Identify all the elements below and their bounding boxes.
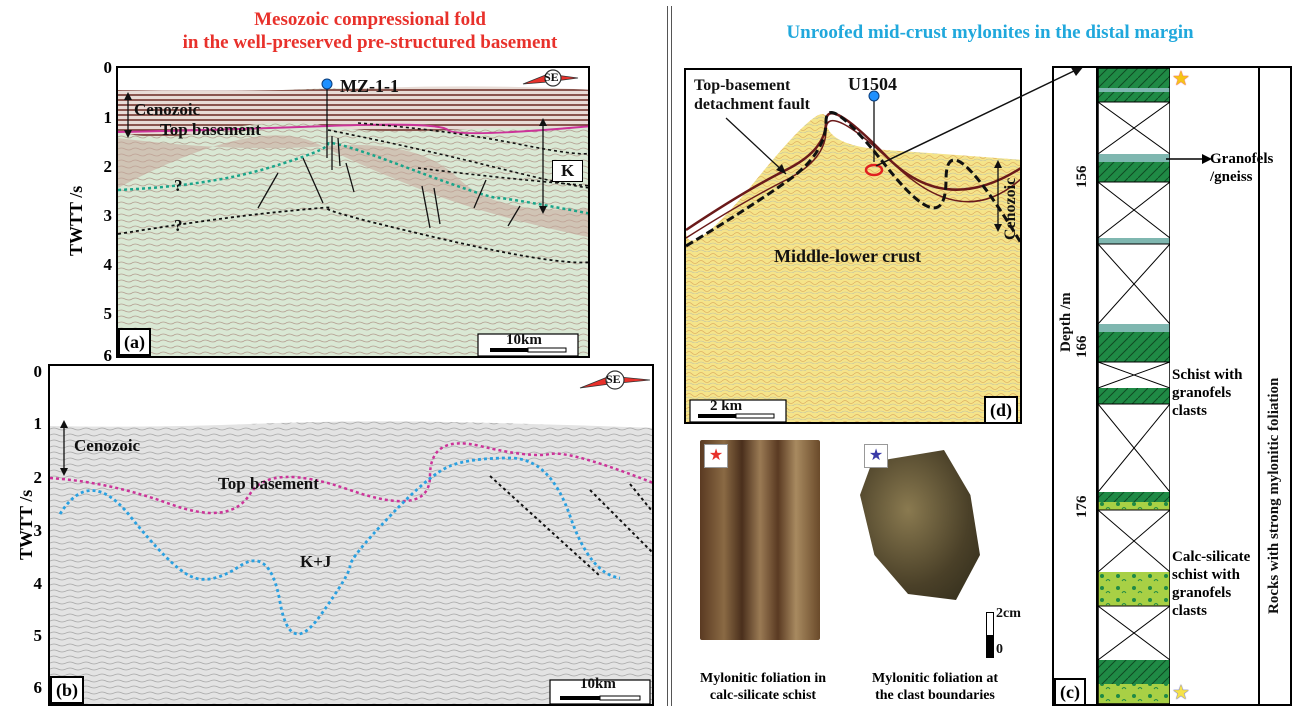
panel-a-tag: (a) — [118, 328, 151, 356]
panel-a-question-2: ? — [174, 216, 183, 235]
panel-b-tag: (b) — [50, 676, 84, 704]
panel-d-tag: (d) — [984, 396, 1018, 424]
panel-c-note3-line3: granofels — [1172, 585, 1232, 601]
panel-b-top-basement-label: Top basement — [218, 474, 319, 493]
panel-a-section — [118, 68, 588, 356]
panel-divider — [667, 6, 672, 706]
panel-a-ytick: 6 — [103, 346, 113, 365]
panel-d-detachment-line1: Top-basement — [694, 77, 791, 94]
panel-c-top-star-icon: ★ — [1172, 68, 1190, 90]
panel-a-scale-label: 10km — [506, 332, 542, 348]
panel-c-note2-line3: clasts — [1172, 403, 1207, 419]
panel-c-note-calc-silicate: Calc-silicate schist with granofels clas… — [1172, 548, 1250, 620]
panel-a-compass-label: SE — [544, 70, 559, 84]
panel-c-ylabel: Depth /m — [1058, 292, 1074, 352]
panel-c-depth-tick: 166 — [1074, 335, 1090, 359]
photo-scale-bar — [986, 612, 994, 658]
panel-c-note3-line2: schist with — [1172, 567, 1240, 583]
panel-c-side-label: Rocks with strong mylonitic foliation — [1266, 377, 1282, 614]
panel-c-note2-line1: Schist with — [1172, 367, 1243, 383]
photo-left-caption: Mylonitic foliation in calc-silicate sch… — [688, 670, 838, 704]
panel-c-depth-tick: 156 — [1074, 165, 1090, 189]
photo-left-caption-line2: calc-silicate schist — [709, 688, 817, 703]
panel-c-depth-tick: 176 — [1074, 495, 1090, 519]
panel-d-cenozoic-label: Cenozoic — [1002, 177, 1019, 240]
panel-a-top-basement-line — [118, 123, 588, 135]
panel-a-lower-horizon — [118, 206, 588, 264]
panel-b-ytick: 6 — [33, 678, 43, 697]
panel-b-seismic: Cenozoic Top basement K+J SE 10km — [48, 364, 654, 706]
panel-d-detachment-line2: detachment fault — [694, 96, 810, 113]
panel-a-green-horizon — [118, 141, 588, 215]
panel-d-well-label: U1504 — [848, 74, 897, 94]
panel-a-ytick: 1 — [103, 108, 113, 127]
left-title-line2: in the well-preserved pre-structured bas… — [182, 32, 558, 53]
photo-right-caption: Mylonitic foliation at the clast boundar… — [850, 670, 1020, 704]
panel-a-k-label: K — [552, 160, 584, 182]
panel-a-ylabel: TWTT /s — [66, 185, 86, 256]
panel-c-granofels-arrow — [1166, 154, 1212, 164]
panel-a-question-1: ? — [174, 176, 183, 195]
panel-b-blue-horizon — [58, 456, 621, 636]
panel-a-seismic: MZ-1-1 Cenozoic Top basement K ? ? SE 10… — [116, 66, 590, 358]
panel-c-side-divider — [1258, 68, 1260, 704]
photo-right-caption-line1: Mylonitic foliation at — [872, 671, 998, 686]
panel-a-well-label: MZ-1-1 — [340, 76, 399, 96]
panel-b-top-basement-line — [50, 442, 652, 515]
panel-b-section — [50, 366, 652, 704]
panel-b-ytick: 0 — [33, 362, 43, 381]
panel-a-top-basement-label: Top basement — [160, 120, 261, 139]
panel-d-detachment-label: Top-basement detachment fault — [694, 76, 810, 114]
panel-c-note3-line4: clasts — [1172, 603, 1207, 619]
photo-clast-boundaries — [860, 450, 980, 600]
panel-a-ytick: 5 — [103, 304, 113, 323]
blue-star-icon: ★ — [864, 444, 888, 468]
red-star-icon: ★ — [704, 444, 728, 468]
panel-a-ytick: 4 — [103, 255, 113, 274]
panel-b-ytick: 5 — [33, 626, 43, 645]
panel-c-note-schist: Schist with granofels clasts — [1172, 366, 1242, 420]
panel-c-column — [1098, 68, 1170, 704]
panel-c-tag: (c) — [1054, 678, 1086, 706]
panel-c-note1-line2: /gneiss — [1210, 169, 1253, 185]
panel-d-seismic: Top-basement detachment fault U1504 Midd… — [684, 68, 1022, 424]
panel-d-crust-label: Middle-lower crust — [774, 246, 922, 266]
panel-c-note1-line1: Granofels — [1210, 151, 1274, 167]
panel-a-ytick: 0 — [103, 58, 113, 77]
photo-scale-label: 2cm — [996, 606, 1021, 621]
panel-b-ytick: 4 — [33, 574, 43, 593]
photo-right-caption-line2: the clast boundaries — [875, 688, 995, 703]
panel-a-ytick: 2 — [103, 157, 113, 176]
photo-scale-zero: 0 — [996, 642, 1003, 657]
panel-b-kj-label: K+J — [300, 552, 332, 571]
panel-c-depth-axis — [1096, 68, 1098, 704]
panel-b-ytick: 1 — [33, 414, 43, 433]
panel-b-ytick: 3 — [33, 521, 43, 540]
panel-c-note2-line2: granofels — [1172, 385, 1232, 401]
panel-b-ytick: 2 — [33, 468, 43, 487]
panel-c-core-log: Granofels /gneiss Schist with granofels … — [1052, 66, 1292, 706]
panel-d-scale-label: 2 km — [710, 398, 743, 414]
panel-c-bottom-star-icon: ★ — [1172, 682, 1190, 704]
panel-a-ytick: 3 — [103, 206, 113, 225]
panel-d-sample-location — [864, 163, 884, 177]
panel-a-well-marker — [321, 78, 333, 90]
photo-calc-silicate-schist — [700, 440, 820, 640]
panel-b-compass-label: SE — [606, 372, 621, 386]
left-title-line1: Mesozoic compressional fold — [254, 9, 486, 30]
panel-c-note-granofels: Granofels /gneiss — [1210, 150, 1273, 186]
panel-c-note3-line1: Calc-silicate — [1172, 549, 1251, 565]
left-title: Mesozoic compressional fold in the well-… — [60, 8, 680, 54]
panel-b-scale-label: 10km — [580, 676, 616, 692]
panel-a-cenozoic-label: Cenozoic — [134, 100, 201, 119]
photo-left-caption-line1: Mylonitic foliation in — [700, 671, 826, 686]
panel-b-cenozoic-label: Cenozoic — [74, 436, 141, 455]
right-title: Unroofed mid-crust mylonites in the dist… — [786, 22, 1194, 43]
